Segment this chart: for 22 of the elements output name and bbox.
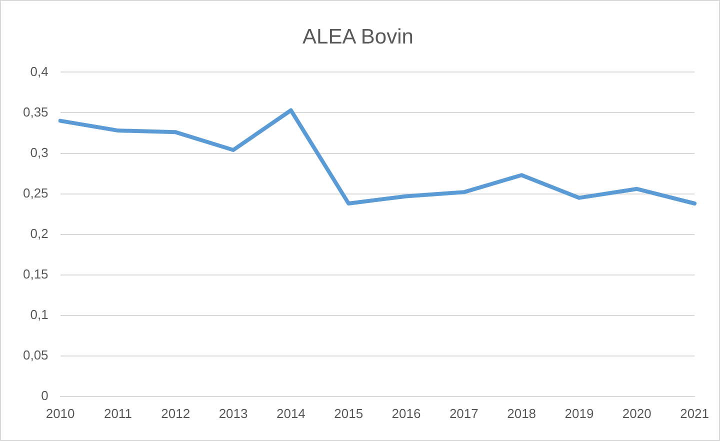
x-tick-label: 2017 [449,406,478,421]
chart-title: ALEA Bovin [302,25,414,48]
x-tick-label: 2019 [564,406,594,421]
x-tick-label: 2021 [680,406,709,421]
x-tick-label: 2018 [507,406,536,421]
x-tick-label: 2013 [218,406,248,421]
y-tick-label: 0,4 [30,64,48,79]
x-tick-label: 2020 [622,406,652,421]
y-tick-label: 0,35 [22,104,48,120]
y-tick-label: 0 [41,388,48,403]
y-tick-label: 0,15 [22,266,48,282]
x-tick-label: 2015 [334,406,364,421]
y-tick-label: 0,1 [30,306,48,322]
x-tick-label: 2011 [104,406,132,421]
x-tick-label: 2010 [46,406,75,421]
y-tick-label: 0,2 [30,226,48,241]
y-tick-label: 0,05 [22,347,48,362]
y-tick-label: 0,25 [22,185,48,200]
x-tick-label: 2014 [276,406,306,421]
x-tick-label: 2016 [392,406,421,421]
y-tick-label: 0,3 [30,144,48,160]
x-tick-label: 2012 [161,406,190,421]
